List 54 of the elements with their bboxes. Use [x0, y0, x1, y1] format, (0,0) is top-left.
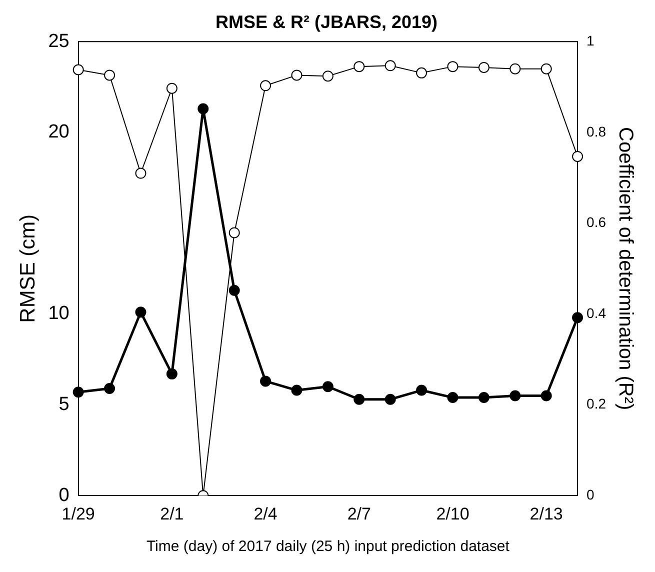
point	[260, 80, 272, 92]
point	[260, 376, 272, 387]
point	[166, 82, 178, 94]
x-axis-title: Time (day) of 2017 daily (25 h) input prediction dataset	[146, 538, 510, 556]
point	[478, 62, 490, 73]
chart-title: RMSE & R² (JBARS, 2019)	[215, 12, 438, 32]
point	[322, 70, 334, 82]
point	[447, 392, 458, 404]
point	[447, 61, 458, 72]
point	[104, 70, 116, 81]
point	[198, 103, 209, 114]
y2-tick-label: 0	[586, 486, 595, 502]
x-tick-label: 1/29	[62, 504, 95, 524]
point	[72, 64, 84, 76]
point	[572, 312, 584, 324]
point	[384, 394, 396, 405]
point	[228, 227, 240, 238]
point	[135, 168, 146, 179]
y-tick-label: 0	[58, 484, 70, 506]
point	[354, 61, 365, 72]
point	[166, 368, 178, 380]
y-tick-label: 5	[58, 394, 70, 416]
y2-tick-label: 0.4	[586, 304, 606, 321]
y-tick-label: 20	[48, 122, 70, 143]
point	[354, 394, 365, 405]
y2-tick-label: 0.8	[586, 123, 606, 140]
point	[416, 67, 428, 78]
point	[510, 390, 521, 402]
point	[135, 306, 146, 318]
x-tick-label: 2/13	[530, 504, 563, 524]
point	[72, 386, 84, 398]
point	[540, 390, 552, 402]
point	[322, 381, 334, 392]
y2-tick-label: 0.6	[586, 214, 606, 230]
point	[228, 284, 240, 296]
y2-axis-title: Coefficient of determination (R²)	[614, 127, 636, 410]
x-tick-label: 2/7	[347, 504, 371, 524]
y-tick-label: 10	[48, 303, 70, 324]
y-axis-title: RMSE (cm)	[16, 214, 40, 323]
x-tick-label: 2/10	[436, 504, 470, 524]
point	[104, 382, 116, 394]
point	[478, 392, 490, 404]
y2-tick-label: 0.2	[586, 396, 606, 412]
point	[510, 63, 521, 74]
point	[540, 63, 552, 74]
y-tick-label: 25	[48, 30, 70, 52]
point	[416, 384, 428, 396]
x-tick-label: 2/1	[160, 504, 184, 524]
point	[384, 60, 396, 72]
y2-tick-label: 1	[586, 32, 595, 48]
point	[572, 150, 584, 162]
point	[291, 384, 302, 396]
point	[291, 70, 302, 81]
x-tick-label: 2/4	[254, 504, 278, 524]
